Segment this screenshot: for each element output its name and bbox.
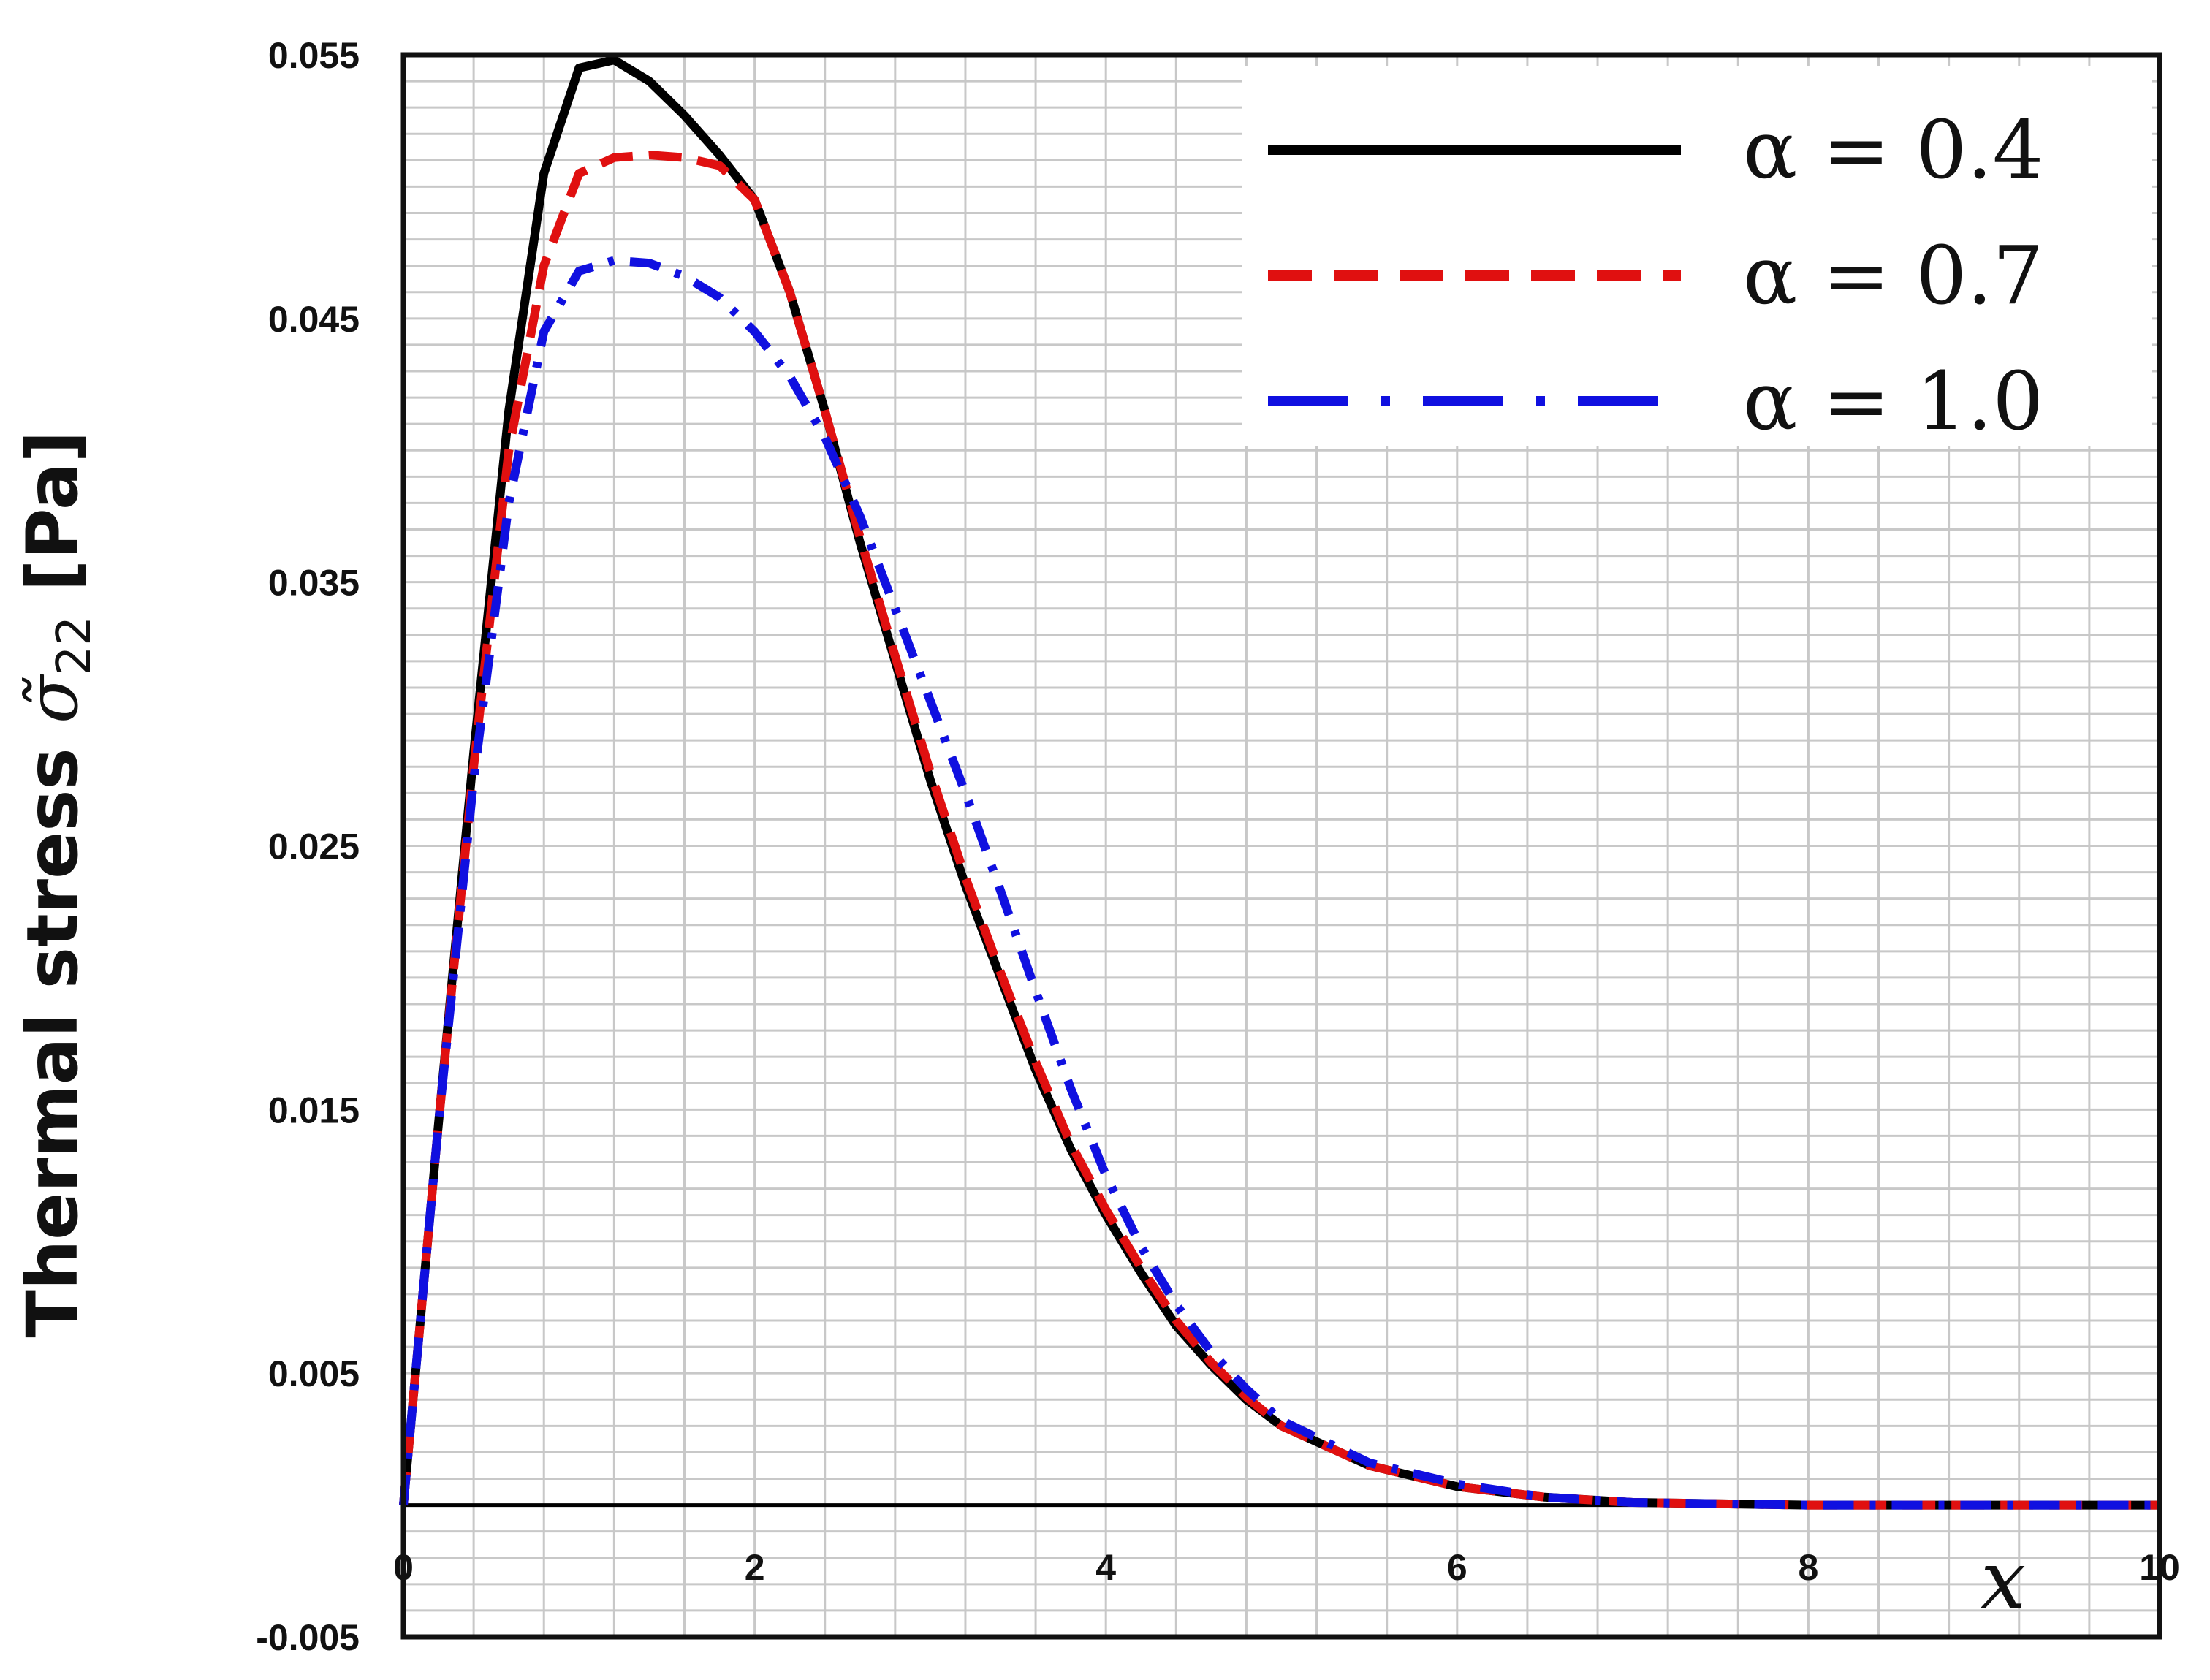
y-axis-label-unit: [Pa] [12, 430, 94, 616]
x-tick-label: 4 [1095, 1547, 1116, 1588]
series-line-3 [399, 256, 2160, 1510]
legend-label-2: α = 0.7 [1743, 229, 2043, 322]
y-tick-label: 0.025 [268, 826, 360, 867]
y-tick-label: 0.005 [268, 1353, 360, 1394]
tick-labels: 0 2 4 6 8 10 -0.005 0.005 0.015 0.025 0.035 0.045 0.… [256, 35, 2180, 1658]
x-tick-label: 6 [1447, 1547, 1467, 1588]
legend-label-3: α = 1.0 [1743, 354, 2043, 448]
series-group [399, 56, 2160, 1510]
legend: α = 0.4 α = 0.7 α = 1.0 [1242, 66, 2152, 448]
x-tick-label: 10 [2139, 1547, 2180, 1588]
y-tick-label: 0.045 [268, 299, 360, 340]
x-axis-label: x [1981, 1533, 2026, 1627]
y-tick-label: 0.015 [268, 1090, 360, 1130]
y-tick-label: -0.005 [256, 1617, 360, 1658]
y-axis-label-symbol: σ̃ [12, 674, 94, 723]
y-axis-label: Thermal stress σ̃22 [Pa] [12, 430, 102, 1337]
y-axis-label-main: Thermal stress [12, 723, 94, 1338]
x-tick-label: 8 [1798, 1547, 1818, 1588]
plot-frame [400, 52, 2162, 1640]
legend-background [1242, 66, 2152, 446]
y-axis-label-subscript: 22 [48, 616, 102, 675]
y-tick-label: 0.055 [268, 35, 360, 76]
legend-label-1: α = 0.4 [1743, 103, 2043, 197]
y-tick-label: 0.035 [268, 563, 360, 604]
x-tick-label: 0 [393, 1547, 414, 1588]
x-tick-label: 2 [745, 1547, 765, 1588]
